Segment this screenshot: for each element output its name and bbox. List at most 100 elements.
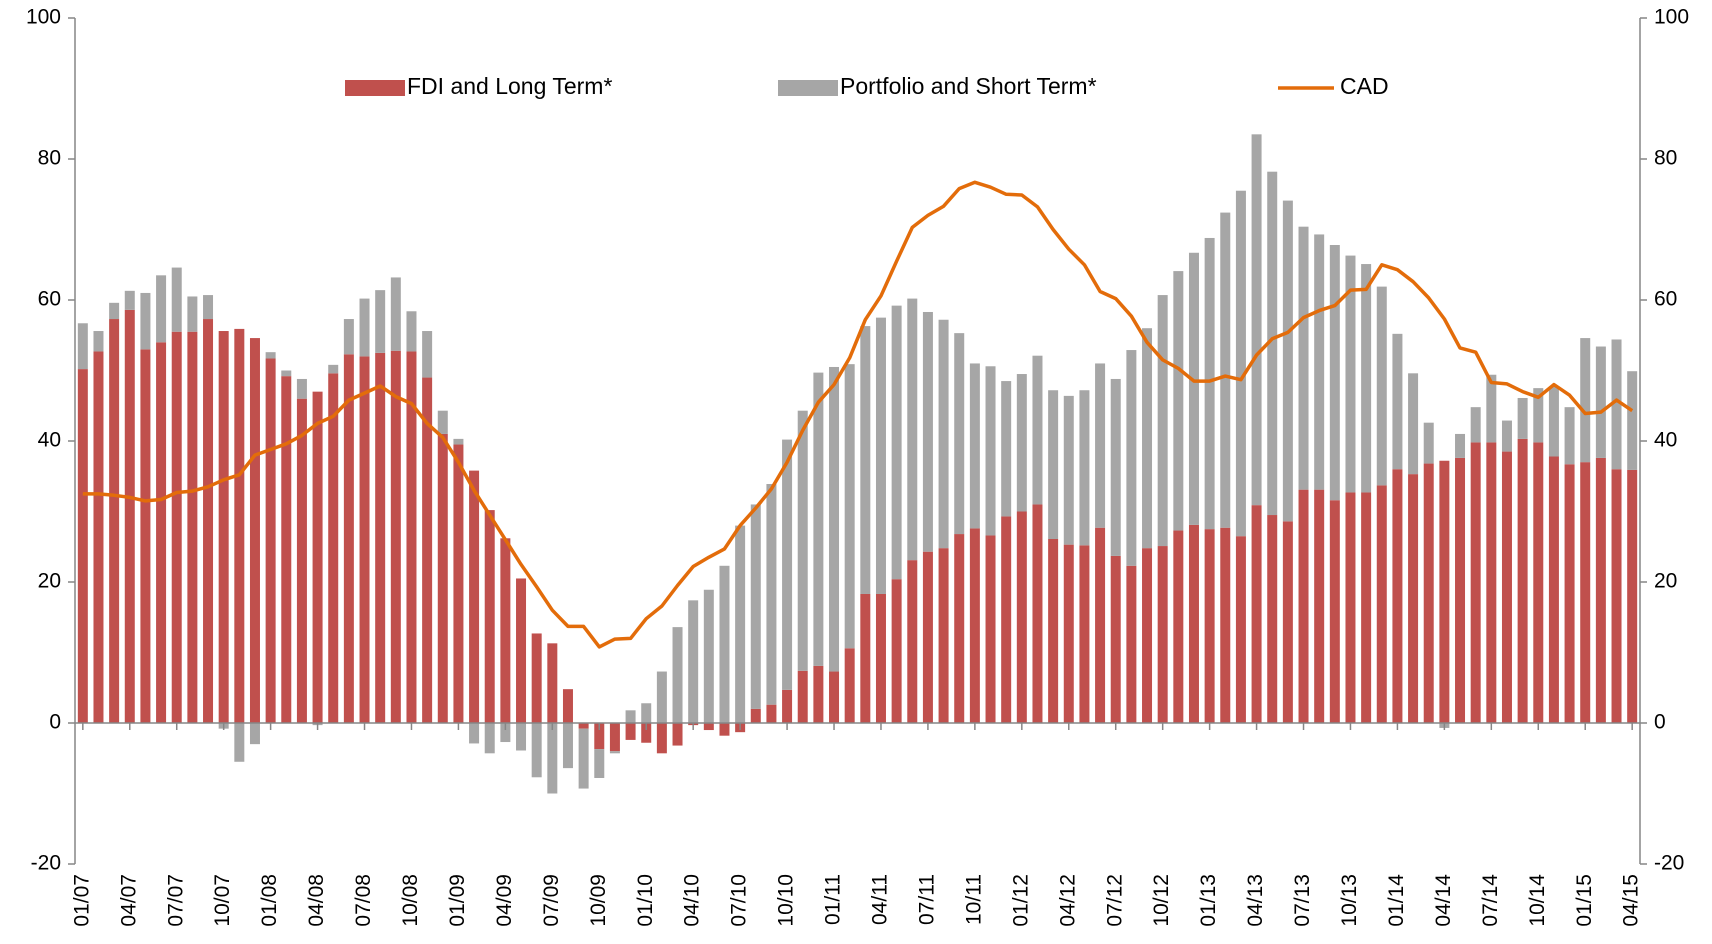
bar — [359, 298, 370, 357]
bar — [109, 319, 120, 723]
x-tick-label: 07/11 — [915, 874, 938, 925]
bar — [1314, 489, 1325, 723]
bar — [813, 665, 824, 723]
bar — [829, 671, 840, 723]
bar — [547, 723, 558, 794]
bar — [469, 470, 480, 723]
x-tick-label: 01/08 — [258, 874, 281, 927]
bar — [516, 578, 527, 723]
bar — [390, 350, 401, 723]
bar — [578, 728, 589, 789]
y-tick-label: 80 — [38, 147, 61, 170]
bar — [954, 534, 965, 723]
y2-tick-label: 100 — [1654, 6, 1689, 29]
x-tick-label: 10/08 — [399, 874, 422, 927]
bar — [1048, 390, 1059, 539]
bar — [1408, 373, 1419, 475]
x-tick-label: 07/09 — [540, 874, 563, 927]
x-tick-label: 04/13 — [1244, 874, 1267, 927]
bar — [234, 723, 245, 762]
bar — [688, 600, 699, 723]
bar — [77, 369, 88, 723]
bar — [1173, 530, 1184, 723]
x-tick-label: 10/11 — [962, 874, 985, 925]
x-tick-label: 04/11 — [869, 874, 892, 925]
bar — [140, 292, 151, 350]
bar — [1204, 529, 1215, 723]
bar — [656, 671, 667, 723]
bar — [1079, 390, 1090, 546]
x-tick-label: 07/13 — [1291, 874, 1314, 927]
bar — [1501, 420, 1512, 452]
bar — [1595, 346, 1606, 458]
x-tick-label: 10/09 — [587, 874, 610, 927]
bar — [1267, 171, 1278, 516]
x-tick-label: 07/07 — [164, 874, 187, 927]
bar — [1204, 237, 1215, 530]
bar — [124, 309, 135, 723]
bar — [187, 331, 198, 723]
bar — [891, 579, 902, 723]
y-tick-label: -20 — [31, 852, 61, 875]
bar — [93, 351, 104, 723]
bar — [672, 627, 683, 723]
bar — [1329, 500, 1340, 723]
bar — [703, 589, 714, 723]
bar — [656, 723, 667, 754]
bar — [1627, 371, 1638, 470]
x-tick-label: 04/12 — [1056, 874, 1079, 927]
bar — [1032, 355, 1043, 505]
bar — [1110, 378, 1121, 556]
bar — [296, 378, 307, 399]
bar — [1486, 374, 1497, 443]
x-tick-label: 01/13 — [1197, 874, 1220, 927]
bar — [156, 342, 167, 723]
legend-label: Portfolio and Short Term* — [840, 73, 1097, 99]
bar — [1423, 422, 1434, 464]
legend-swatch — [345, 80, 405, 96]
bar — [531, 633, 542, 723]
bar — [547, 643, 558, 723]
bar — [1627, 469, 1638, 723]
bar — [1486, 442, 1497, 723]
bar — [1392, 469, 1403, 723]
bar — [1126, 350, 1137, 566]
bar — [249, 723, 260, 745]
bar — [860, 593, 871, 723]
x-tick-label: 01/15 — [1573, 874, 1596, 927]
bar — [1251, 134, 1262, 506]
x-tick-label: 01/09 — [446, 874, 469, 927]
bar — [1580, 462, 1591, 723]
bar — [1376, 485, 1387, 723]
bar — [1611, 469, 1622, 723]
bar — [343, 319, 354, 355]
bar — [1595, 457, 1606, 723]
bar — [437, 433, 448, 723]
x-tick-label: 01/14 — [1385, 874, 1408, 927]
bar — [1016, 374, 1027, 512]
bar — [1564, 464, 1575, 723]
x-tick-label: 07/12 — [1103, 874, 1126, 927]
bar — [1470, 442, 1481, 723]
bar — [1063, 395, 1074, 545]
legend-swatch — [778, 80, 838, 96]
bar — [1079, 545, 1090, 723]
bar — [1142, 548, 1153, 723]
bar — [1142, 328, 1153, 549]
bar — [218, 331, 229, 723]
bar — [312, 391, 323, 723]
bar — [124, 290, 135, 310]
bar — [531, 723, 542, 778]
bar — [719, 565, 730, 723]
bar — [1376, 286, 1387, 486]
bar — [500, 723, 511, 743]
bar — [750, 708, 761, 723]
bar — [1548, 456, 1559, 723]
bar — [1282, 200, 1293, 522]
x-tick-label: 10/13 — [1338, 874, 1361, 927]
x-tick-label: 10/12 — [1150, 874, 1173, 927]
x-tick-label: 04/14 — [1432, 874, 1455, 927]
x-tick-label: 04/07 — [117, 874, 140, 927]
bar — [484, 510, 495, 723]
bar — [719, 723, 730, 736]
